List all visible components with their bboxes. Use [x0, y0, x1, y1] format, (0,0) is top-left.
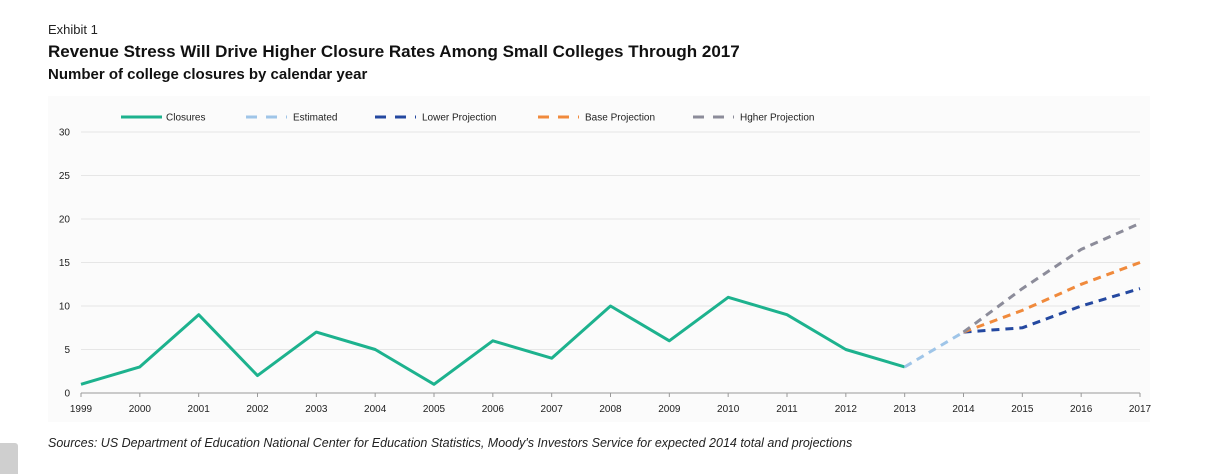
x-tick-label: 2013: [894, 404, 917, 415]
x-tick-label: 2003: [305, 404, 328, 415]
chart-panel: [48, 96, 1150, 422]
x-tick-label: 1999: [70, 404, 93, 415]
y-tick-label: 20: [59, 215, 71, 226]
x-tick-label: 2002: [246, 404, 269, 415]
y-tick-label: 25: [59, 171, 71, 182]
y-tick-label: 0: [64, 389, 70, 400]
series-line-closures: [80, 295, 906, 386]
x-tick-label: 2017: [1129, 404, 1152, 415]
y-tick-label: 30: [59, 128, 71, 139]
x-tick-label: 2008: [599, 404, 622, 415]
grid-lines: [81, 131, 1140, 350]
series-line-base-projection: [962, 261, 1141, 334]
chart-title: Revenue Stress Will Drive Higher Closure…: [48, 42, 740, 61]
x-tick-label: 2004: [364, 404, 387, 415]
series-lines: [80, 221, 1141, 386]
x-tick-label: 2009: [658, 404, 681, 415]
legend-label: Base Projection: [585, 113, 655, 124]
series-line-estimated: [903, 330, 965, 369]
legend-label: Hgher Projection: [740, 113, 814, 124]
x-tick-label: 2010: [717, 404, 740, 415]
x-tick-label: 2014: [952, 404, 975, 415]
corner-tab: [0, 443, 18, 474]
legend-label: Estimated: [293, 113, 337, 124]
sources-note: Sources: US Department of Education Nati…: [48, 436, 853, 450]
series-line-lower-projection: [963, 287, 1141, 334]
x-tick-label: 2015: [1011, 404, 1034, 415]
legend-label: Closures: [166, 113, 205, 124]
x-tick-label: 2000: [129, 404, 152, 415]
chart-subtitle: Number of college closures by calendar y…: [48, 66, 368, 83]
axes: 0 5 10 15 20 25 30 1999 2000 2001 2002 2003 2004 2005…: [59, 128, 1152, 416]
y-tick-label: 10: [59, 302, 71, 313]
x-tick-label: 2012: [835, 404, 858, 415]
exhibit-label: Exhibit 1: [48, 22, 98, 37]
legend-label: Lower Projection: [422, 113, 496, 124]
x-tick-label: 2006: [482, 404, 505, 415]
x-tick-label: 2016: [1070, 404, 1093, 415]
y-tick-label: 15: [59, 258, 71, 269]
x-tick-label: 2005: [423, 404, 446, 415]
legend: Closures Estimated Lower Projection Base Pr…: [121, 113, 814, 124]
x-tick-label: 2011: [776, 404, 798, 415]
x-tick-label: 2001: [188, 404, 211, 415]
x-tick-label: 2007: [541, 404, 564, 415]
y-tick-label: 5: [64, 345, 70, 356]
